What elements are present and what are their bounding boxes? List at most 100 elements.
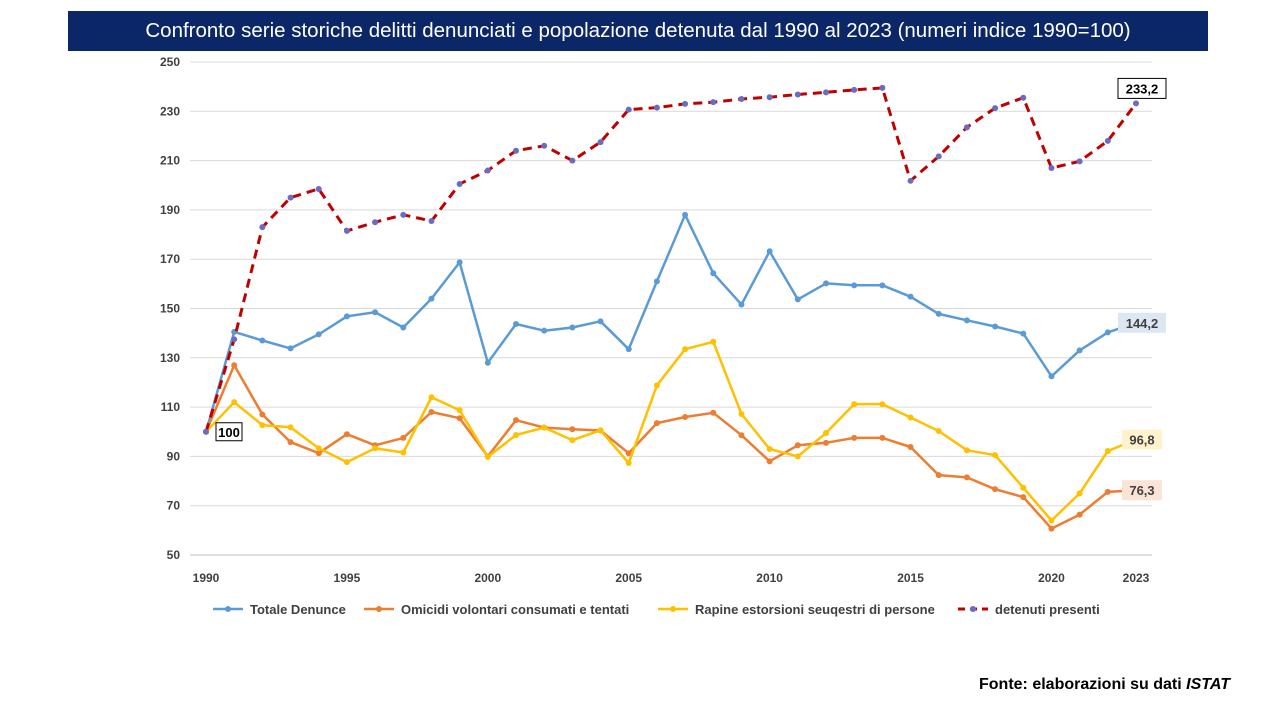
legend-label-0: Totale Denunce	[250, 602, 346, 617]
point-2-2005	[625, 460, 632, 467]
point-1-2020	[1048, 525, 1055, 532]
x-tick-2010: 2010	[756, 571, 783, 585]
point-3-1999	[456, 181, 463, 188]
point-0-2003	[569, 324, 576, 331]
point-1-1993	[287, 439, 294, 446]
point-3-1996	[372, 219, 379, 226]
point-1-2005	[625, 450, 632, 457]
point-3-1998	[428, 217, 435, 224]
data-labels: 100 144,2 76,3 96,8 233,2	[215, 77, 1167, 501]
point-3-2013	[851, 86, 858, 93]
point-0-1996	[372, 309, 379, 316]
point-0-2014	[879, 282, 886, 289]
point-0-2001	[513, 321, 519, 328]
point-0-2013	[851, 282, 858, 289]
point-0-2017	[963, 317, 970, 324]
point-0-1994	[315, 331, 322, 338]
point-2-2015	[907, 414, 914, 421]
point-2-1995	[343, 459, 350, 466]
point-3-1990	[203, 428, 209, 435]
source-note: Fonte: elaborazioni su dati ISTAT	[979, 676, 1230, 694]
y-tick-50: 50	[167, 548, 181, 562]
y-axis-ticks: 50 70 90 110 130 150 170 190 210 230 250	[160, 55, 180, 562]
point-0-1999	[456, 259, 463, 266]
point-0-2020	[1048, 373, 1055, 380]
legend-label-1: Omicidi volontari consumati e tentati	[401, 602, 629, 617]
x-tick-2020: 2020	[1038, 571, 1065, 585]
y-tick-150: 150	[160, 302, 180, 316]
point-3-1992	[259, 224, 266, 231]
point-3-2015	[907, 177, 914, 184]
point-3-2002	[541, 142, 548, 149]
point-2-2012	[823, 429, 829, 436]
y-tick-250: 250	[160, 55, 180, 69]
point-2-2018	[992, 452, 999, 459]
series-line-2	[205, 340, 1137, 522]
point-0-2012	[823, 280, 829, 287]
point-2-1991	[231, 399, 238, 406]
point-0-2002	[541, 327, 548, 334]
point-1-2009	[738, 432, 745, 439]
series-group	[203, 84, 1139, 532]
point-0-2007	[682, 211, 689, 218]
y-tick-190: 190	[160, 203, 180, 217]
point-2-2016	[935, 428, 942, 435]
y-tick-70: 70	[167, 499, 181, 513]
point-1-1995	[343, 431, 350, 438]
point-0-2019	[1020, 330, 1027, 337]
point-1-2016	[935, 472, 942, 479]
point-3-1991	[231, 336, 238, 343]
point-1-2003	[569, 426, 576, 433]
y-tick-110: 110	[161, 400, 181, 414]
point-2-2004	[597, 427, 604, 434]
point-1-2013	[851, 434, 858, 441]
point-0-2005	[625, 346, 632, 353]
point-1-2019	[1020, 494, 1027, 501]
point-3-2019	[1020, 94, 1027, 101]
point-3-2000	[484, 167, 491, 174]
point-1-1998	[428, 409, 435, 416]
series-line-1	[204, 363, 1137, 530]
point-1-2014	[879, 434, 886, 441]
point-2-2011	[794, 453, 801, 460]
y-tick-90: 90	[167, 449, 181, 463]
x-tick-2023: 2023	[1123, 571, 1150, 585]
point-3-2011	[794, 91, 801, 98]
point-3-1993	[287, 194, 294, 201]
legend-label-2: Rapine estorsioni seuqestri di persone	[695, 602, 935, 617]
point-0-1992	[259, 337, 266, 344]
point-3-2012	[823, 89, 829, 96]
point-1-1999	[456, 415, 463, 422]
point-3-2021	[1076, 158, 1083, 165]
point-3-2014	[879, 84, 886, 91]
point-1-2012	[823, 439, 829, 446]
x-tick-2000: 2000	[474, 571, 501, 585]
legend-label-3: detenuti presenti	[995, 602, 1100, 617]
point-1-2011	[794, 442, 801, 449]
point-3-2022	[1104, 137, 1111, 144]
x-tick-1990: 1990	[193, 571, 220, 585]
point-1-2015	[907, 444, 914, 451]
point-0-2000	[484, 359, 491, 366]
point-0-2016	[935, 310, 942, 317]
point-3-2005	[625, 106, 632, 113]
point-1-2001	[513, 417, 519, 424]
y-tick-130: 130	[160, 351, 180, 365]
point-0-1997	[400, 324, 407, 331]
point-2-2021	[1076, 490, 1083, 497]
point-1-2008	[710, 409, 717, 416]
point-1-1994	[315, 450, 322, 457]
point-0-2021	[1076, 347, 1083, 354]
point-2-2000	[484, 453, 491, 460]
y-tick-210: 210	[160, 154, 180, 168]
point-0-2011	[794, 296, 801, 303]
legend-item-3: detenuti presenti	[958, 602, 1100, 617]
point-3-1997	[400, 211, 407, 218]
point-1-2018	[992, 486, 999, 493]
svg-text:96,8: 96,8	[1129, 433, 1154, 448]
point-2-2001	[513, 431, 519, 438]
point-3-1994	[315, 185, 322, 192]
x-tick-2005: 2005	[615, 571, 642, 585]
point-1-2010	[766, 458, 773, 465]
y-tick-230: 230	[160, 104, 180, 118]
